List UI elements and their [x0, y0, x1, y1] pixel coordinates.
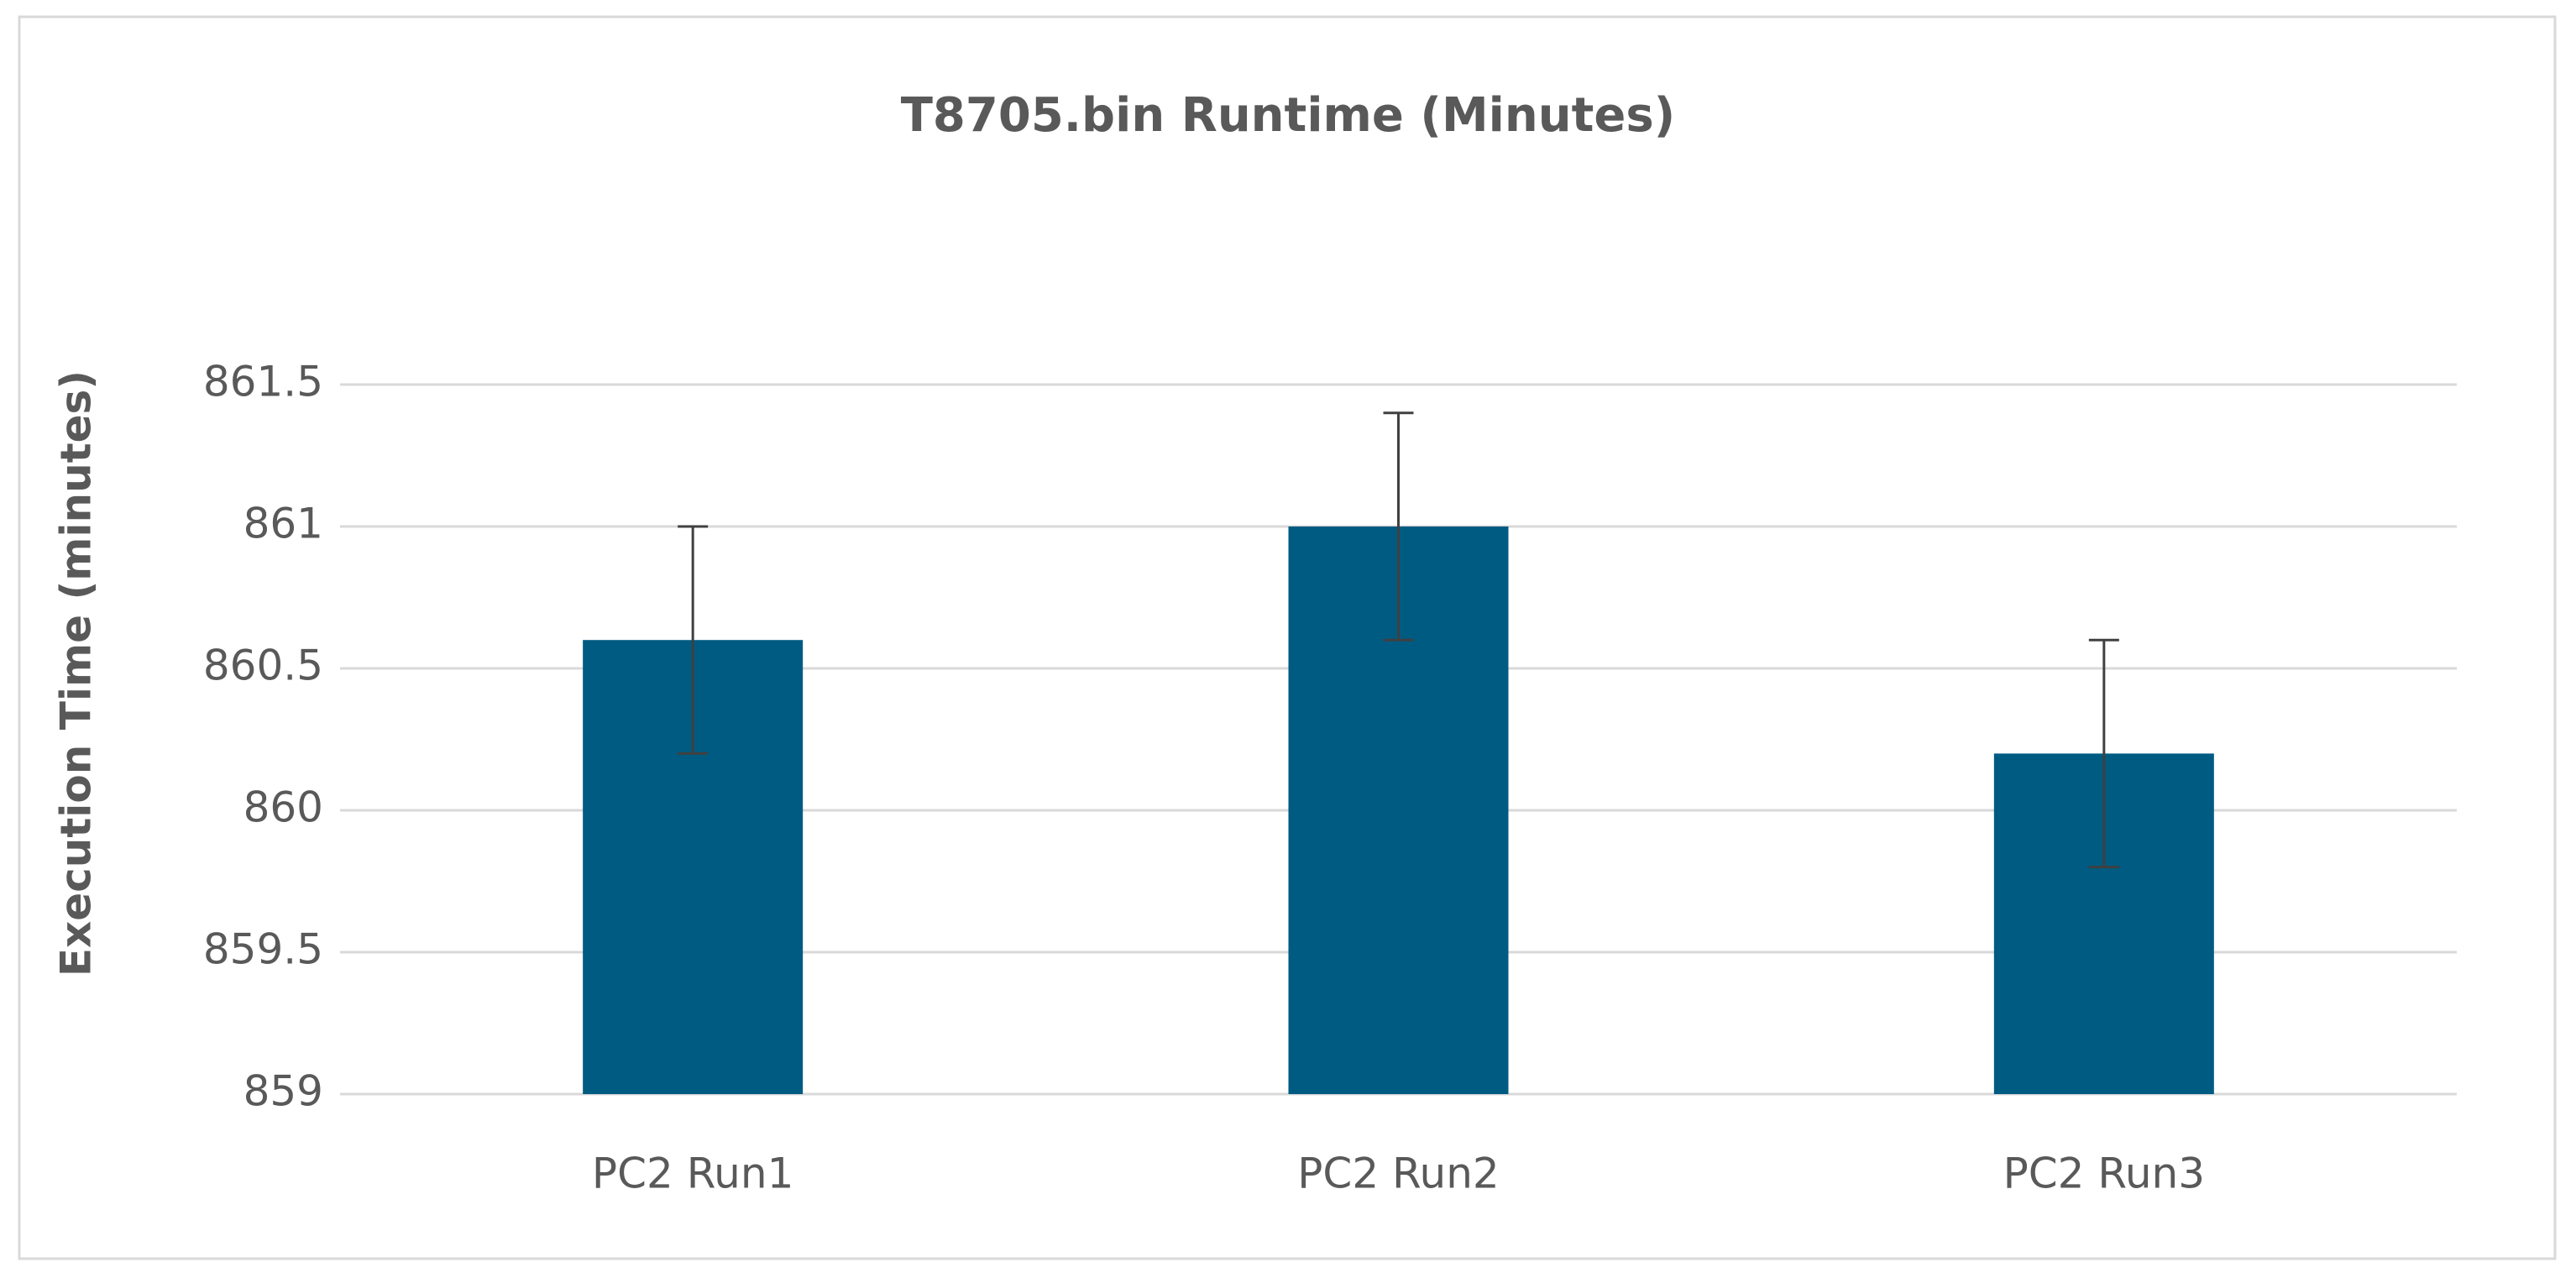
- y-tick-label: 861.5: [203, 358, 323, 406]
- x-tick-label: PC2 Run2: [1297, 1150, 1499, 1198]
- x-tick-label: PC2 Run3: [2003, 1150, 2205, 1198]
- x-tick-label: PC2 Run1: [592, 1150, 793, 1198]
- y-tick-label: 859: [243, 1067, 323, 1116]
- y-tick-label: 860: [243, 783, 323, 832]
- chart-title: T8705.bin Runtime (Minutes): [901, 88, 1676, 143]
- y-axis-title: Execution Time (minutes): [52, 370, 101, 977]
- y-tick-label: 859.5: [203, 925, 323, 974]
- y-tick-label: 860.5: [203, 642, 323, 690]
- y-tick-label: 861: [243, 500, 323, 548]
